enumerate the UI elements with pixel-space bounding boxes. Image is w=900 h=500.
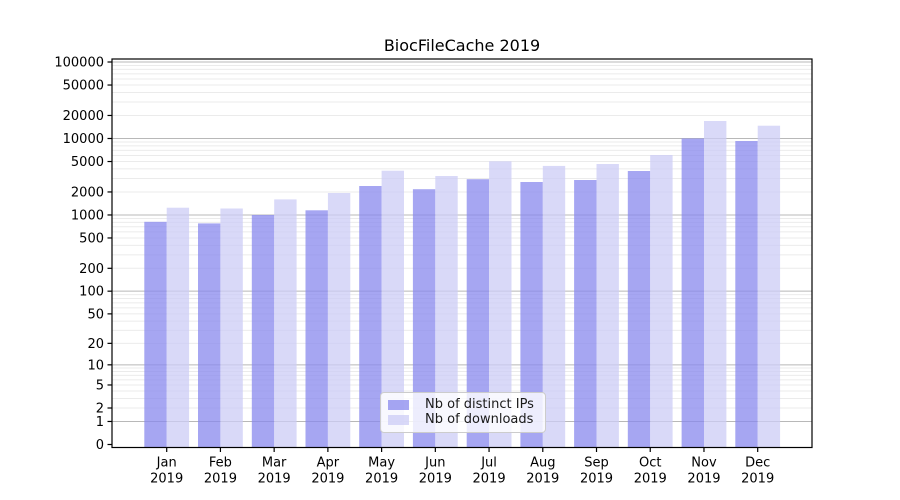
x-tick-label-year: 2019	[741, 472, 774, 487]
y-tick-label: 100000	[54, 55, 104, 70]
bar-downloads-may	[381, 170, 404, 448]
x-tick-label-year: 2019	[419, 472, 452, 487]
y-tick-label: 1	[96, 415, 104, 430]
y-tick-label: 5	[96, 378, 104, 393]
y-tick-label: 500	[79, 231, 104, 246]
x-tick-label-month: Sep	[584, 456, 609, 471]
bar-distinct-ips-mar	[251, 215, 275, 448]
y-tick-label: 10000	[63, 132, 104, 147]
bar-distinct-ips-aug	[520, 182, 543, 448]
x-tick-label-year: 2019	[150, 472, 183, 487]
x-tick-label-year: 2019	[311, 472, 344, 487]
y-tick-label: 50	[87, 307, 104, 322]
bar-downloads-sep	[596, 164, 619, 448]
x-tick-label-month: Jul	[480, 456, 497, 471]
plot-border	[111, 58, 813, 449]
y-tick-label: 200	[79, 262, 104, 277]
x-tick-label-year: 2019	[473, 472, 506, 487]
x-tick-label-month: Jan	[156, 456, 177, 471]
x-tick-label-year: 2019	[204, 472, 237, 487]
bar-distinct-ips-jul	[466, 179, 490, 448]
y-tick-label: 10	[87, 358, 104, 373]
x-tick-label-month: May	[368, 456, 395, 471]
x-tick-label-year: 2019	[526, 472, 559, 487]
legend-item-distinct-ips: Nb of distinct IPs	[388, 398, 537, 412]
legend-swatch-downloads	[388, 415, 409, 425]
bar-distinct-ips-feb	[198, 223, 221, 448]
y-tick-label: 5000	[71, 155, 104, 170]
x-tick-label-month: Feb	[209, 456, 232, 471]
x-tick-label-month: Oct	[639, 456, 661, 471]
bar-distinct-ips-oct	[627, 171, 651, 448]
x-tick-label-year: 2019	[634, 472, 667, 487]
y-tick-label: 0	[96, 438, 104, 453]
bar-distinct-ips-dec	[735, 141, 758, 448]
y-tick-label: 2000	[71, 185, 104, 200]
x-tick-label-month: Mar	[262, 456, 287, 471]
legend-swatch-distinct-ips	[388, 400, 409, 410]
bar-distinct-ips-may	[359, 186, 382, 448]
y-tick-label: 100	[79, 285, 104, 300]
legend-item-downloads: Nb of downloads	[388, 413, 537, 427]
bar-downloads-oct	[650, 155, 673, 448]
legend-label-distinct-ips: Nb of distinct IPs	[425, 397, 534, 412]
bar-downloads-nov	[704, 121, 727, 448]
x-tick-label-month: Dec	[745, 456, 770, 471]
bar-distinct-ips-jan	[144, 221, 167, 448]
x-tick-label-year: 2019	[580, 472, 613, 487]
legend: Nb of distinct IPs Nb of downloads	[380, 392, 546, 433]
bar-downloads-mar	[274, 199, 297, 448]
bar-downloads-dec	[757, 125, 781, 448]
y-tick-label: 50000	[63, 79, 104, 94]
x-tick-label-month: Aug	[530, 456, 555, 471]
x-tick-label-year: 2019	[258, 472, 291, 487]
bar-downloads-apr	[327, 193, 351, 448]
bar-downloads-jun	[435, 176, 458, 448]
y-tick-label: 20	[87, 337, 104, 352]
y-tick-label: 1000	[71, 208, 104, 223]
y-tick-label: 20000	[63, 109, 104, 124]
bar-downloads-jan	[166, 207, 190, 448]
bar-distinct-ips-sep	[574, 180, 597, 448]
bar-distinct-ips-nov	[681, 138, 704, 448]
x-tick-label-year: 2019	[365, 472, 398, 487]
bar-distinct-ips-apr	[305, 210, 328, 448]
chart-title: BiocFileCache 2019	[383, 36, 541, 55]
bar-distinct-ips-jun	[412, 189, 436, 448]
x-tick-label-month: Nov	[691, 456, 717, 471]
bar-downloads-feb	[220, 208, 243, 448]
x-tick-label-month: Jun	[424, 456, 445, 471]
legend-label-downloads: Nb of downloads	[425, 412, 534, 427]
y-tick-label: 2	[96, 402, 104, 417]
bar-downloads-aug	[542, 165, 566, 448]
x-tick-label-month: Apr	[317, 456, 340, 471]
x-tick-label-year: 2019	[687, 472, 720, 487]
bar-downloads-jul	[489, 161, 512, 448]
